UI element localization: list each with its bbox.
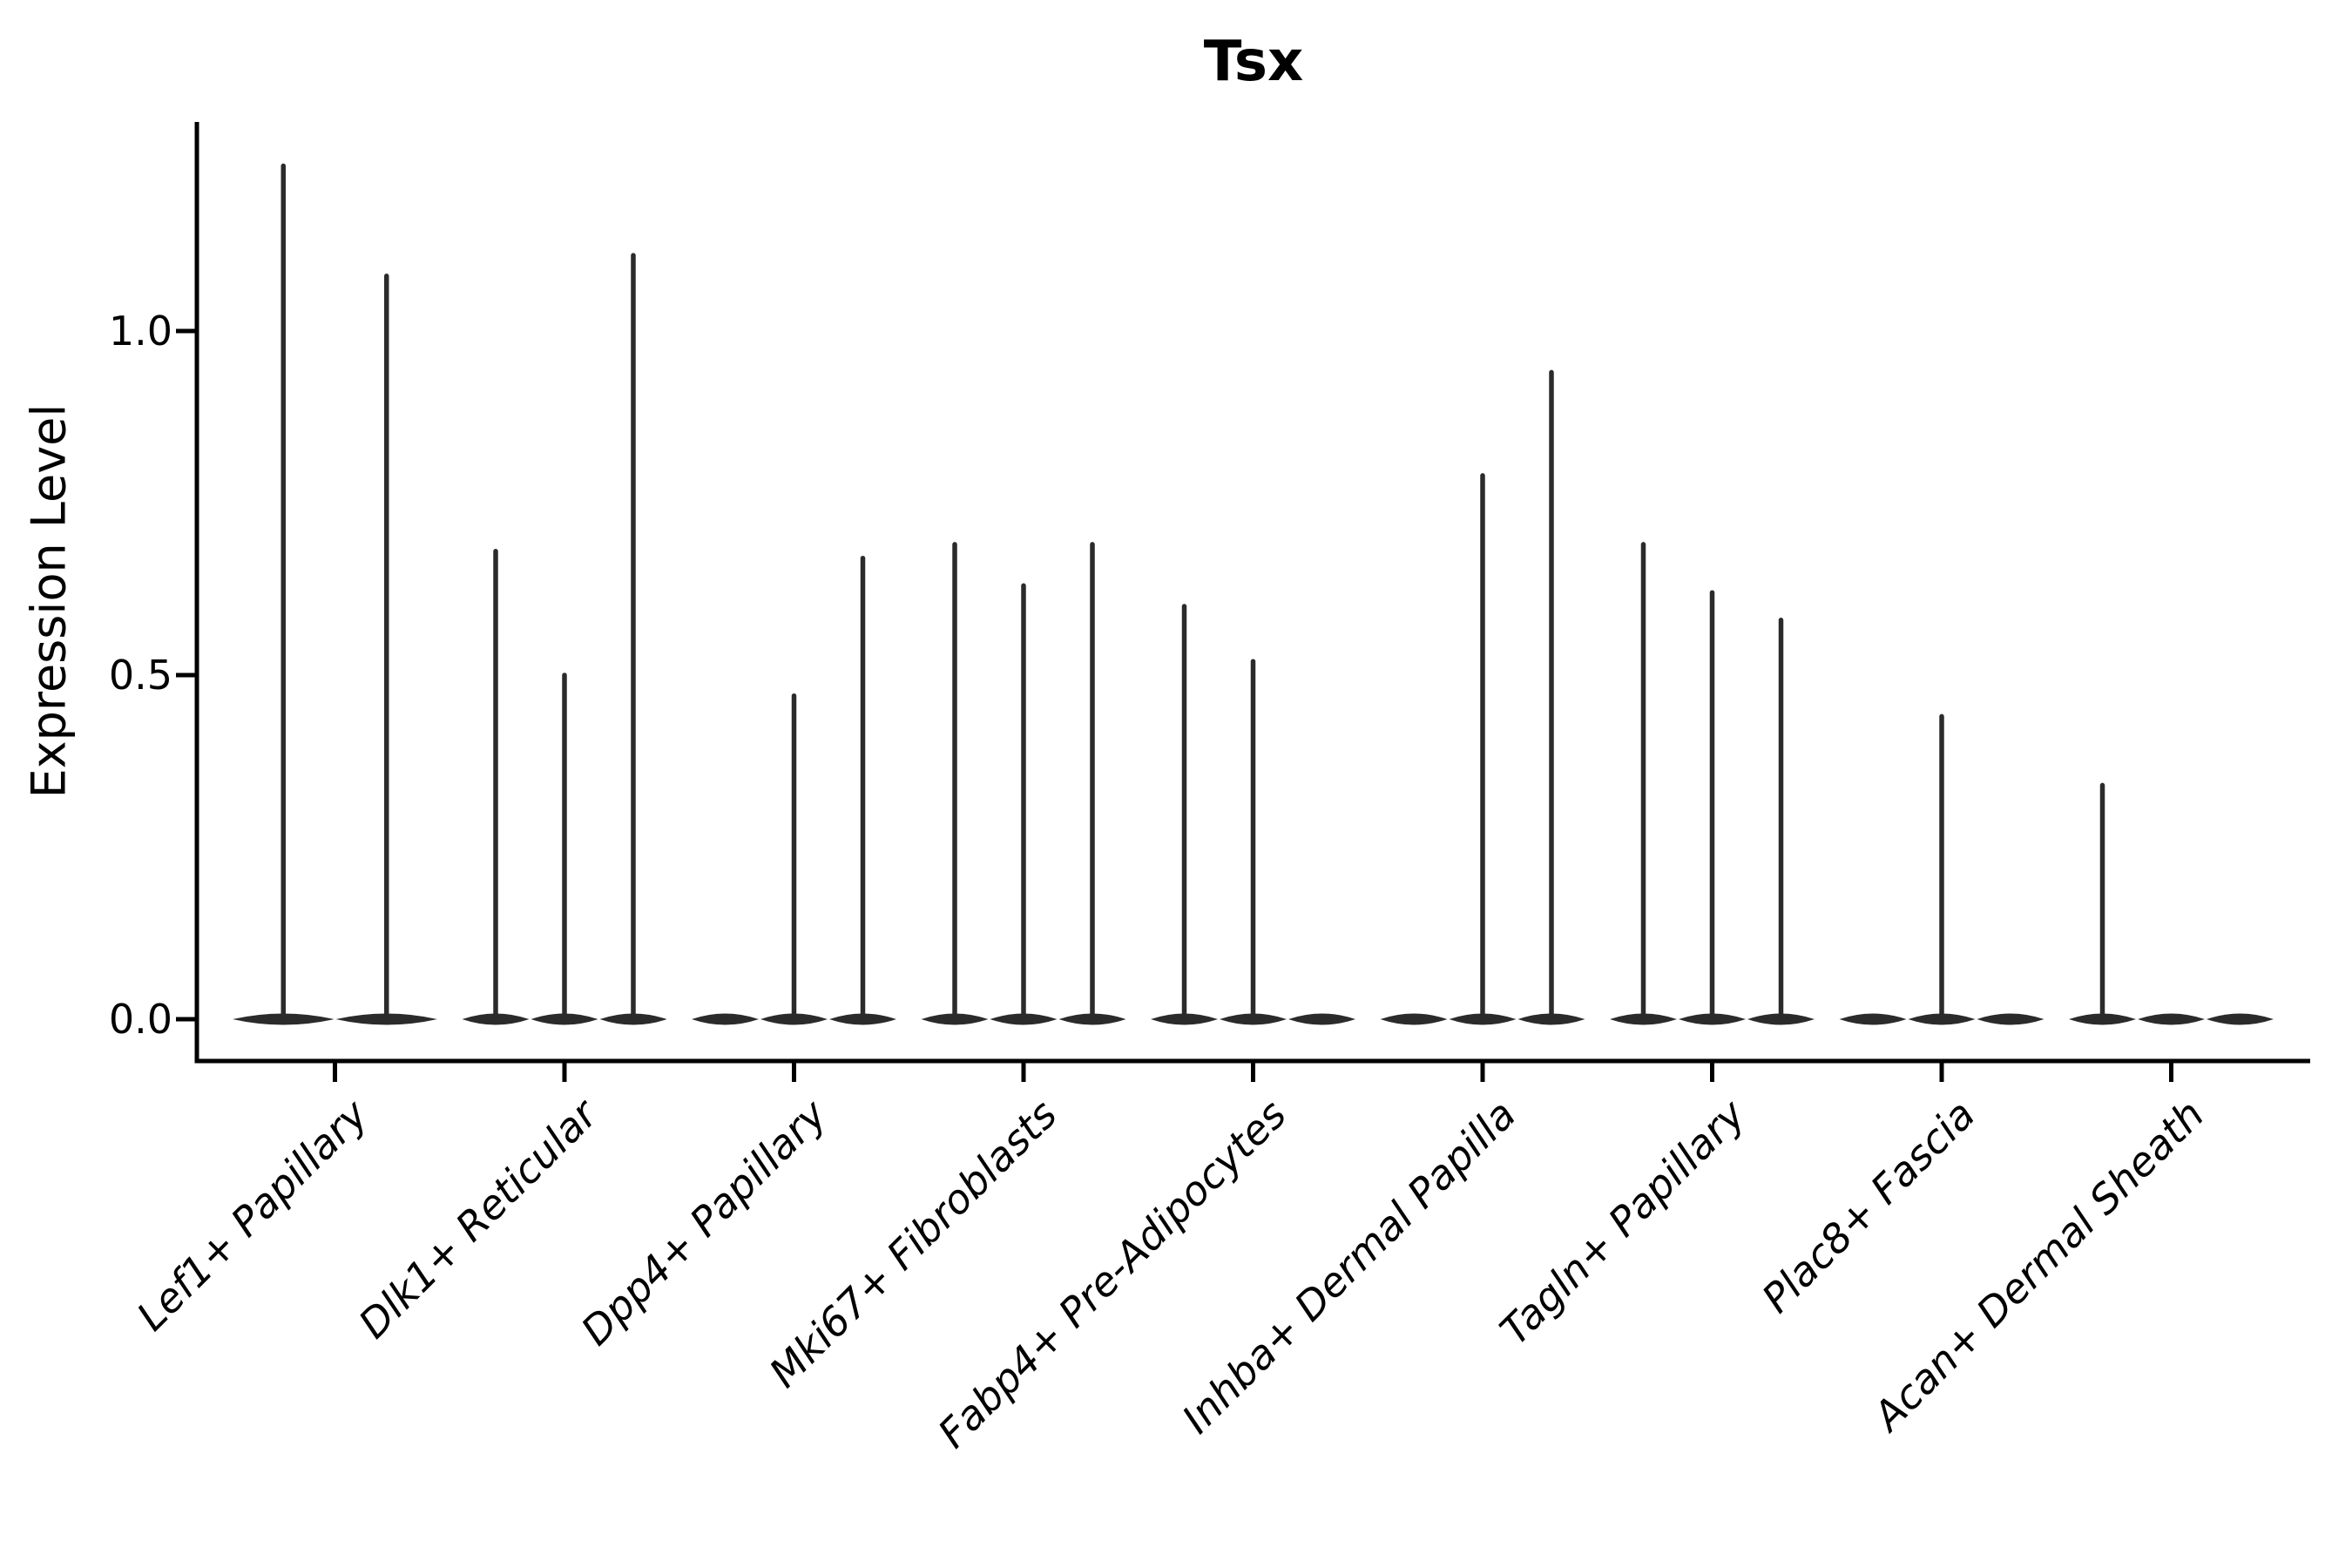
violin-base [1288,1013,1355,1025]
y-tick-label: 0.0 [108,996,172,1043]
chart-title: Tsx [1203,30,1304,94]
y-axis-label: Expression Level [21,403,77,799]
violin-base [692,1013,759,1025]
y-tick-label: 1.0 [108,308,172,355]
violin-base [1839,1013,1907,1025]
violin-base [1380,1013,1448,1025]
violin-base [1977,1013,2044,1025]
violin-base [2207,1013,2274,1025]
y-tick-label: 0.5 [108,652,172,699]
violin-base [2138,1013,2205,1025]
